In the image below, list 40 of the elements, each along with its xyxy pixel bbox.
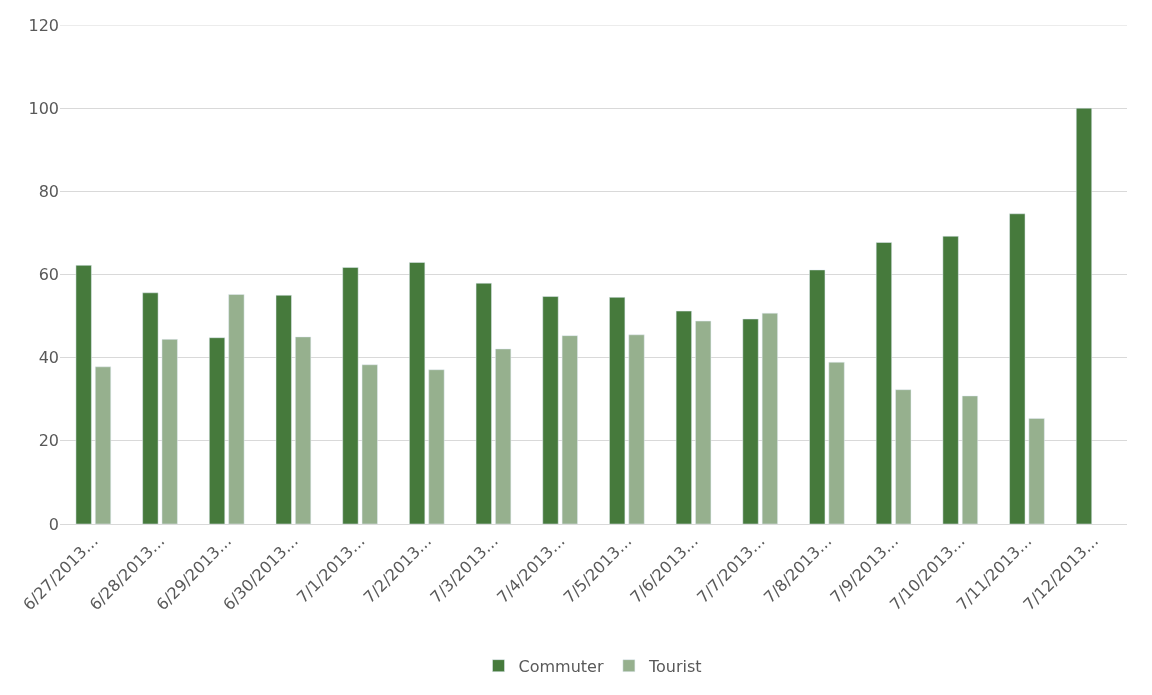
bar [228, 294, 245, 524]
legend-label: Commuter [518, 656, 604, 676]
bar [542, 296, 559, 524]
bar [1028, 418, 1045, 524]
bar [142, 292, 159, 524]
bar [628, 334, 645, 524]
bar [209, 337, 226, 524]
bar [275, 295, 292, 524]
y-tick-label: 120 [28, 15, 59, 35]
bar [361, 364, 378, 524]
bar [695, 320, 712, 524]
bar [342, 267, 359, 524]
bar [75, 265, 92, 524]
bar [875, 242, 892, 524]
y-tick-label: 0 [48, 514, 59, 534]
bar [809, 269, 826, 524]
bar [609, 297, 626, 524]
bar [828, 361, 845, 524]
bar [475, 282, 492, 524]
bar [1076, 107, 1092, 524]
bar [161, 339, 178, 524]
bar [561, 335, 578, 524]
bar [428, 369, 445, 524]
y-tick-label: 100 [28, 98, 59, 118]
bar [295, 336, 312, 524]
y-tick-label: 60 [38, 265, 59, 285]
y-tick-label: 40 [38, 348, 59, 368]
bar [1009, 213, 1026, 524]
bar [95, 366, 111, 524]
bar [742, 318, 759, 524]
bar [761, 312, 778, 524]
bar [942, 235, 959, 524]
bar [895, 389, 912, 524]
bar [409, 262, 426, 524]
legend-label: Tourist [647, 656, 702, 676]
bar [495, 348, 512, 524]
y-tick-label: 80 [38, 181, 59, 201]
y-tick-label: 20 [38, 431, 59, 451]
bar [675, 310, 692, 524]
bar [961, 395, 978, 524]
